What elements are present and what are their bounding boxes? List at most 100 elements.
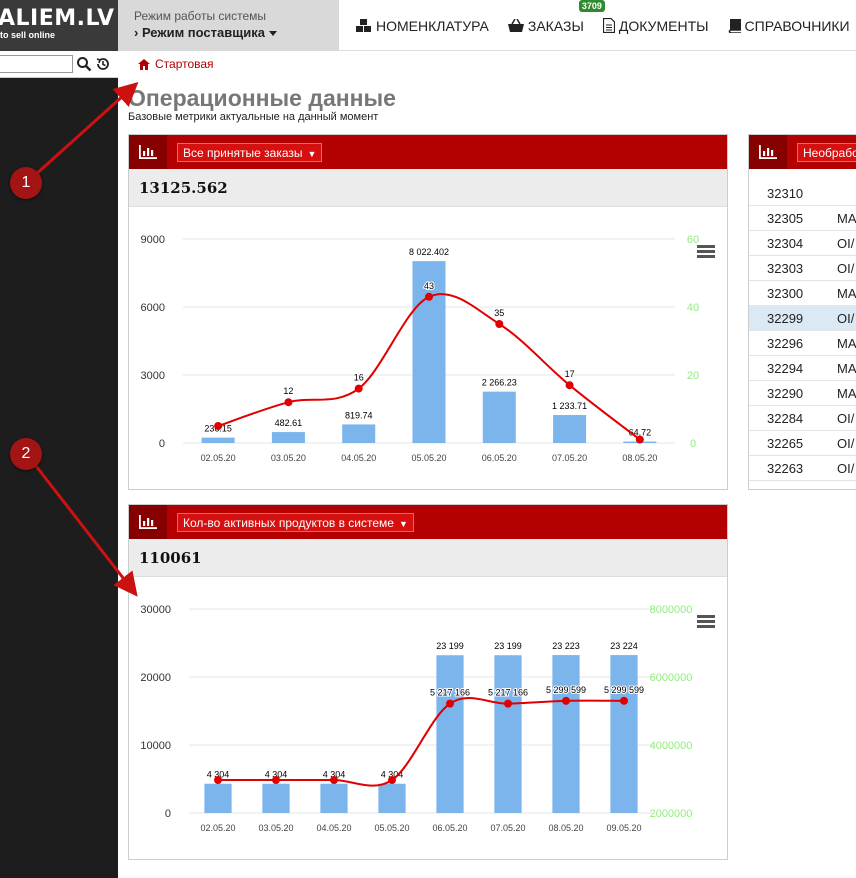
products-chart: 0 2000000 10000 4000000 20000 6000000 30000 800… xyxy=(140,604,693,833)
metric-select-label: Кол-во активных продуктов в системе xyxy=(183,516,394,530)
annotation-marker-1: 1 xyxy=(10,167,42,199)
history-icon[interactable] xyxy=(95,56,111,72)
table-row[interactable]: 32305 MA xyxy=(749,206,856,231)
metric-select-label: Необрабо xyxy=(803,146,856,160)
bar xyxy=(271,432,305,443)
caret-down-icon xyxy=(268,31,277,37)
table-row[interactable]: 32265 OI/ xyxy=(749,431,856,456)
y-axis-right-tick: 40 xyxy=(687,302,699,314)
metric-select[interactable]: Все принятые заказы ▼ xyxy=(177,143,323,162)
x-axis-tick: 02.05.20 xyxy=(200,823,235,833)
line-point xyxy=(504,699,512,708)
search-icon[interactable] xyxy=(76,56,92,72)
logo[interactable]: ALIEM.LV to sell online xyxy=(0,0,118,51)
x-axis-tick: 07.05.20 xyxy=(552,453,587,463)
bar xyxy=(378,783,406,813)
metric-select[interactable]: Необрабо xyxy=(797,143,856,162)
order-code: MA xyxy=(837,361,856,376)
x-axis-tick: 07.05.20 xyxy=(490,823,525,833)
line-point xyxy=(495,320,504,328)
metric-select[interactable]: Кол-во активных продуктов в системе ▼ xyxy=(177,513,414,532)
y-axis-left-tick: 3000 xyxy=(141,370,165,382)
table-row[interactable]: 32299 OI/ xyxy=(749,306,856,331)
y-axis-left-tick: 9000 xyxy=(141,234,165,246)
nav-item-orders[interactable]: ЗАКАЗЫ 3709 xyxy=(507,0,605,34)
mode-switcher[interactable]: Режим работы системы › Режим поставщика xyxy=(118,0,339,51)
y-axis-left-tick: 0 xyxy=(159,438,165,450)
panel-header: Необрабо xyxy=(749,135,856,169)
line-point xyxy=(562,696,570,705)
order-code: OI/ xyxy=(837,311,855,326)
bar xyxy=(320,783,348,813)
page-title: Операционные данные xyxy=(128,85,396,111)
bar-data-label: 8 022.402 xyxy=(409,247,449,257)
page-subtitle: Базовые метрики актуальные на данный мом… xyxy=(128,111,379,123)
y-axis-right-tick: 6000000 xyxy=(650,672,693,684)
order-id: 32265 xyxy=(767,436,804,451)
table-row[interactable]: 32284 OI/ xyxy=(749,406,856,431)
x-axis-tick: 08.05.20 xyxy=(622,453,657,463)
order-id: 32296 xyxy=(767,336,804,351)
chart-menu-icon[interactable] xyxy=(697,615,715,629)
line-point xyxy=(272,776,280,785)
nav-item-nomenclature[interactable]: НОМЕНКЛАТУРА xyxy=(356,18,489,34)
search-input[interactable] xyxy=(0,55,73,73)
home-icon xyxy=(138,58,150,70)
line-point xyxy=(214,776,222,785)
table-row[interactable]: 32303 OI/ xyxy=(749,256,856,281)
order-id: 32299 xyxy=(767,311,804,326)
table-row[interactable]: 32304 OI/ xyxy=(749,231,856,256)
table-row[interactable]: 32300 MA xyxy=(749,281,856,306)
panel-header: Кол-во активных продуктов в системе ▼ xyxy=(129,505,727,539)
y-axis-left-tick: 6000 xyxy=(141,302,165,314)
y-axis-left-tick: 10000 xyxy=(140,740,171,752)
line-data-label: 5 299 599 xyxy=(546,685,586,695)
order-id: 32300 xyxy=(767,286,804,301)
mode-value[interactable]: › Режим поставщика xyxy=(134,25,339,40)
y-axis-left-tick: 0 xyxy=(165,808,171,820)
x-axis-tick: 05.05.20 xyxy=(411,453,446,463)
y-axis-right-tick: 20 xyxy=(687,370,699,382)
logo-name: ALIEM.LV xyxy=(0,6,115,31)
table-row[interactable]: 32310 xyxy=(749,181,856,206)
order-code: MA xyxy=(837,286,856,301)
order-id: 32310 xyxy=(767,186,804,201)
bar-data-label: 23 199 xyxy=(436,641,464,651)
unprocessed-orders-panel: Необрабо 32310 32305 MA 32304 OI/32303 OI/323… xyxy=(748,134,856,490)
line-point xyxy=(388,776,396,785)
table-row[interactable]: 32263 OI/ xyxy=(749,456,856,481)
order-code: OI/ xyxy=(837,236,855,251)
order-code: OI/ xyxy=(837,411,855,426)
order-code: OI/ xyxy=(837,436,855,451)
nav-label: ДОКУМЕНТЫ xyxy=(618,17,709,34)
bar-data-label: 23 199 xyxy=(494,641,522,651)
cubes-icon xyxy=(356,18,371,32)
table-row[interactable]: 32294 MA xyxy=(749,356,856,381)
bar xyxy=(412,261,446,443)
order-code: MA xyxy=(837,336,856,351)
annotation-marker-2: 2 xyxy=(10,438,42,470)
chart-menu-icon[interactable] xyxy=(697,245,715,259)
bar-data-label: 4 304 xyxy=(207,770,230,780)
nav-item-references[interactable]: СПРАВОЧНИКИ xyxy=(728,18,850,34)
order-code: OI/ xyxy=(837,261,855,276)
table-row[interactable]: 32296 MA xyxy=(749,331,856,356)
x-axis-tick: 02.05.20 xyxy=(201,453,236,463)
line-point xyxy=(565,381,574,390)
order-id: 32303 xyxy=(767,261,804,276)
breadcrumb[interactable]: Стартовая xyxy=(138,57,214,71)
x-axis-tick: 06.05.20 xyxy=(432,823,467,833)
bar-data-label: 482.61 xyxy=(275,418,303,428)
nav-item-documents[interactable]: ДОКУМЕНТЫ xyxy=(602,17,709,34)
orders-chart: 00300020600040900060236.1502.05.20482.61… xyxy=(141,234,700,463)
bar-data-label: 23 223 xyxy=(552,641,580,651)
line-data-label: 12 xyxy=(283,386,293,396)
x-axis-tick: 06.05.20 xyxy=(482,453,517,463)
line-point xyxy=(330,776,338,785)
x-axis-tick: 04.05.20 xyxy=(316,823,351,833)
bar-data-label: 819.74 xyxy=(345,410,373,420)
line-data-label: 35 xyxy=(494,308,504,318)
table-row[interactable]: 32290 MA xyxy=(749,381,856,406)
bar xyxy=(482,391,516,443)
line-point xyxy=(635,435,644,444)
